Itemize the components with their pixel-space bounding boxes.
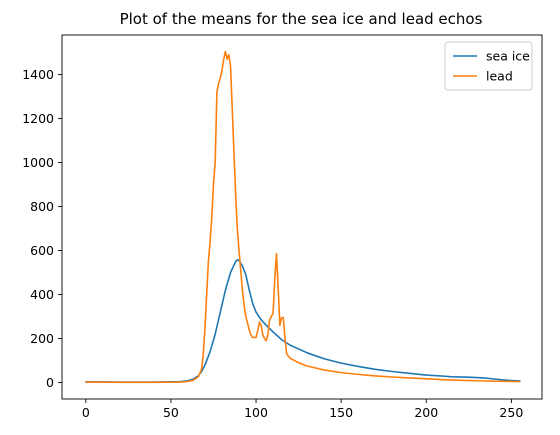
legend-box [444, 41, 533, 91]
plot-frame [61, 34, 543, 400]
chart-title: Plot of the means for the sea ice and le… [120, 10, 483, 28]
series-line-lead [85, 50, 521, 384]
plot-area [85, 50, 521, 384]
y-tick-label: 200 [30, 331, 54, 346]
y-tick-label: 400 [30, 287, 54, 302]
legend-label-sea-ice: sea ice [486, 49, 530, 64]
y-tick-label: 0 [46, 375, 54, 390]
y-tick-label: 1000 [22, 155, 54, 170]
y-tick-label: 600 [30, 243, 54, 258]
y-tick-label: 800 [30, 199, 54, 214]
legend: sea ice lead [444, 41, 533, 91]
axes: 0 50 100 150 200 250 0 200 400 600 800 1000 1200 1400 [22, 34, 543, 420]
x-tick-label: 200 [414, 405, 438, 420]
x-tick-label: 150 [329, 405, 353, 420]
x-tick-label: 250 [499, 405, 523, 420]
x-tick-label: 100 [244, 405, 268, 420]
y-tick-label: 1400 [22, 67, 54, 82]
x-tick-label: 50 [163, 405, 179, 420]
x-tick-label: 0 [82, 405, 90, 420]
y-tick-label: 1200 [22, 111, 54, 126]
legend-label-lead: lead [486, 69, 513, 84]
